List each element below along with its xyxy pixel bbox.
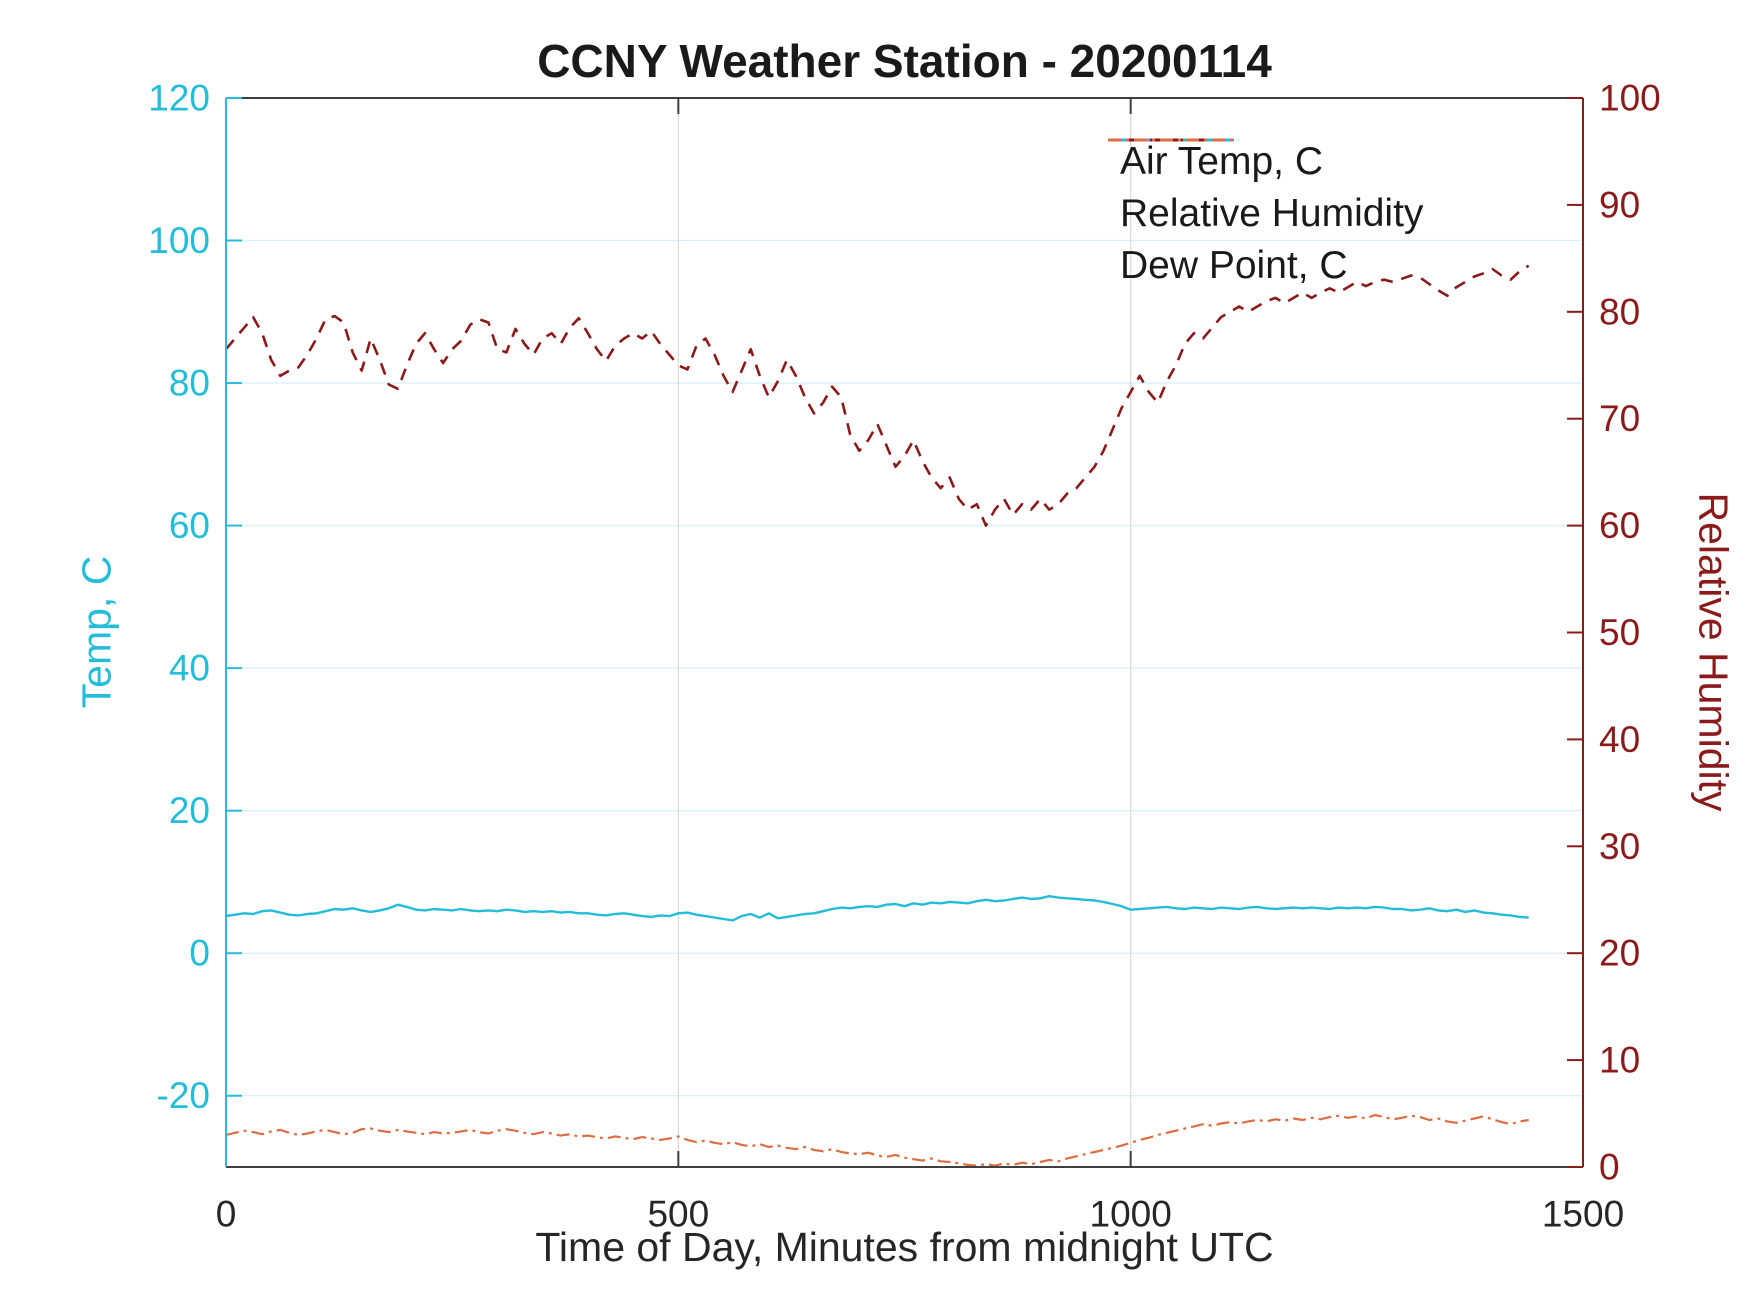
legend-label-air-temp: Air Temp, C	[1120, 140, 1323, 183]
x-tick-label: 1000	[1090, 1194, 1172, 1235]
left-tick-label: 40	[169, 648, 210, 689]
x-tick-label: 1500	[1542, 1194, 1624, 1235]
left-tick-label: 60	[169, 505, 210, 546]
left-tick-label: 0	[189, 933, 210, 974]
dew-point-line-sample	[1108, 138, 1234, 142]
legend-item-relative-humidity: Relative Humidity	[1108, 138, 1424, 240]
left-tick-label: 100	[148, 220, 210, 261]
legend-label-dew-point: Dew Point, C	[1120, 244, 1348, 287]
right-tick-label: 0	[1599, 1147, 1620, 1188]
right-tick-label: 10	[1599, 1040, 1640, 1081]
x-axis-label: Time of Day, Minutes from midnight UTC	[535, 1224, 1274, 1270]
series-air-temp-c	[225, 895, 1529, 922]
legend-label-relative-humidity: Relative Humidity	[1120, 192, 1424, 235]
chart-title: CCNY Weather Station - 20200114	[537, 35, 1272, 87]
right-tick-label: 90	[1599, 184, 1640, 225]
right-tick-label: 80	[1599, 291, 1640, 332]
x-tick-label: 500	[647, 1194, 709, 1235]
right-tick-label: 40	[1599, 719, 1640, 760]
right-tick-label: 70	[1599, 398, 1640, 439]
left-tick-label: -20	[157, 1075, 210, 1116]
left-tick-label: 80	[169, 363, 210, 404]
right-tick-label: 50	[1599, 612, 1640, 653]
left-axis-label: Temp, C	[73, 555, 120, 709]
legend: Air Temp, C Relative Humidity Dew Point,…	[1108, 136, 1423, 292]
left-tick-label: 20	[169, 790, 210, 831]
left-tick-label: 120	[148, 78, 210, 119]
right-tick-label: 100	[1599, 78, 1661, 119]
legend-item-dew-point: Dew Point, C	[1108, 138, 1423, 292]
series-dew-point-c	[225, 1113, 1529, 1167]
series-relative-humidity	[225, 264, 1530, 527]
right-tick-label: 30	[1599, 826, 1640, 867]
x-tick-label: 0	[216, 1194, 237, 1235]
right-tick-label: 60	[1599, 505, 1640, 546]
right-tick-label: 20	[1599, 933, 1640, 974]
right-axis-label: Relative Humidity	[1690, 492, 1737, 812]
